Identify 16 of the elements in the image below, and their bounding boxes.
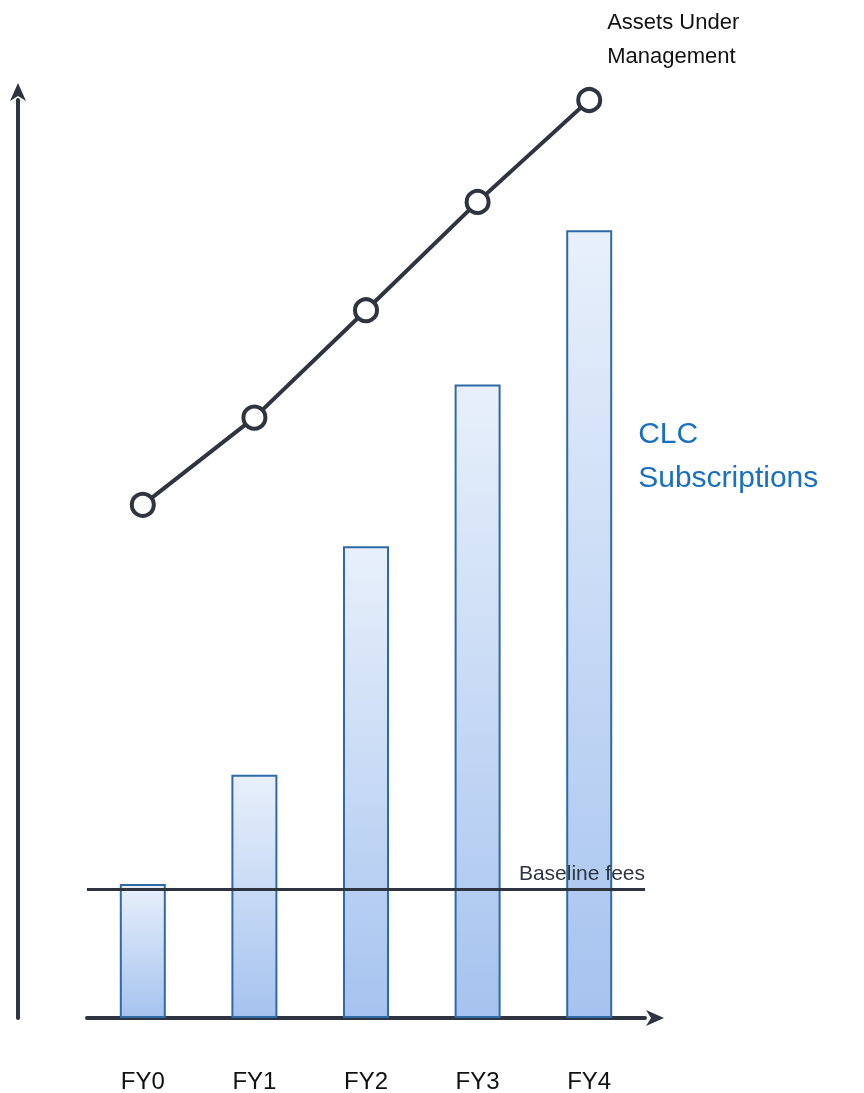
- x-tick-label: FY2: [343, 1066, 389, 1093]
- x-tick-label: FY0: [120, 1066, 165, 1093]
- bar: [119, 883, 166, 1018]
- point: [576, 87, 603, 113]
- point: [241, 404, 268, 431]
- x-tick-label: FY1: [232, 1066, 277, 1093]
- point: [353, 297, 379, 324]
- bar: [343, 546, 389, 1018]
- x-tick-label: FY3: [455, 1066, 500, 1093]
- bar: [454, 384, 501, 1018]
- bar: [231, 774, 278, 1018]
- series-label: Assets Under Management: [607, 8, 746, 68]
- point: [464, 188, 491, 215]
- x-tick-label: FY4: [567, 1066, 612, 1093]
- series-label: CLC Subscriptions: [638, 415, 819, 493]
- point: [129, 491, 156, 518]
